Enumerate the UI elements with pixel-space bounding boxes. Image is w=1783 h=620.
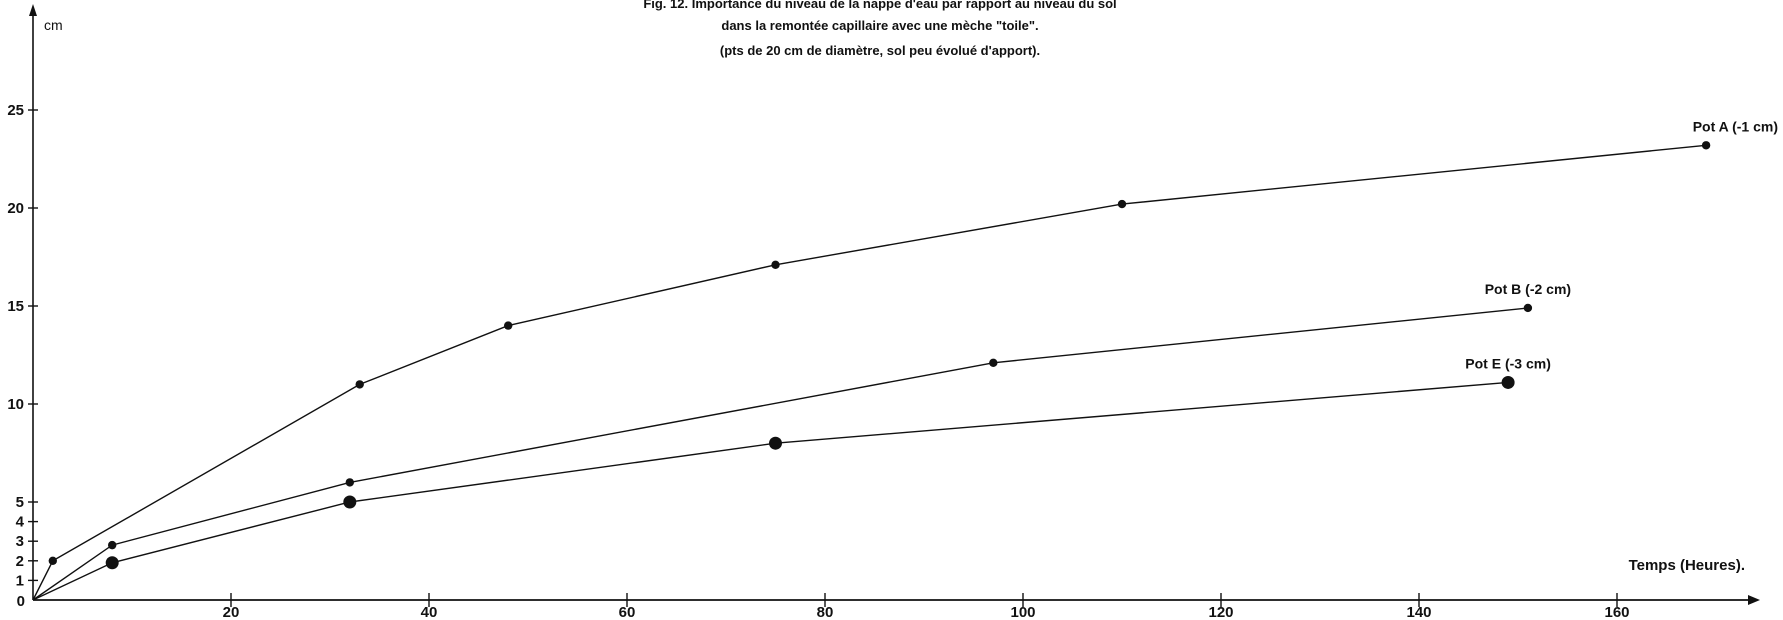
data-point (345, 478, 354, 487)
data-point (108, 540, 117, 550)
data-point (1523, 303, 1533, 313)
data-point (1701, 141, 1711, 150)
data-point (48, 556, 57, 565)
data-point (1117, 199, 1127, 209)
axes: cm Temps (Heures). 0 (17, 4, 1760, 610)
x-tick-label: 20 (223, 604, 240, 620)
origin-label: 0 (17, 593, 25, 610)
series-line (32, 381, 1509, 601)
x-tick-label: 60 (619, 604, 636, 620)
data-point (355, 380, 364, 389)
data-point (504, 321, 513, 330)
y-tick-label: 5 (16, 494, 24, 511)
data-point (989, 358, 998, 368)
y-tick-label: 3 (16, 533, 24, 550)
data-point (343, 495, 357, 509)
x-tick-label: 140 (1406, 604, 1431, 620)
y-tick-label: 2 (16, 553, 24, 570)
y-tick-label: 10 (7, 396, 24, 413)
data-point (771, 260, 780, 270)
series-label: Pot A (-1 cm) (1693, 118, 1778, 134)
series-line (32, 307, 1528, 601)
x-tick-label: 80 (817, 604, 834, 620)
title-line-3: (pts de 20 cm de diamètre, sol peu évolu… (720, 43, 1040, 58)
series-line (32, 144, 1707, 601)
x-tick-label: 160 (1604, 604, 1629, 620)
data-point (769, 436, 782, 450)
data-point (1501, 375, 1515, 389)
x-tick-label: 100 (1010, 604, 1035, 620)
chart-title: Fig. 12. Importance du niveau de la napp… (643, 0, 1116, 58)
x-ticks: 20 40 60 80 100 120 140 160 (223, 593, 1630, 620)
y-tick-label: 1 (16, 572, 24, 589)
y-ticks: 1 2 3 4 5 10 15 20 25 (7, 102, 38, 589)
y-tick-label: 25 (7, 102, 24, 119)
title-line-2: dans la remontée capillaire avec une mèc… (721, 18, 1038, 33)
x-axis-title: Temps (Heures). (1629, 557, 1745, 574)
y-tick-label: 20 (7, 200, 24, 217)
series-layer: Pot A (-1 cm) Pot B (-2 cm) Pot E (-3 cm) (32, 118, 1778, 601)
y-axis-unit-label: cm (44, 17, 63, 33)
data-point (105, 556, 119, 570)
x-tick-label: 40 (421, 604, 438, 620)
series-label: Pot B (-2 cm) (1485, 281, 1571, 297)
x-axis-arrow (1748, 595, 1760, 605)
y-tick-label: 15 (7, 298, 24, 315)
title-line-1: Fig. 12. Importance du niveau de la napp… (643, 0, 1116, 11)
y-axis-arrow (29, 4, 37, 16)
series-label: Pot E (-3 cm) (1465, 355, 1551, 371)
x-tick-label: 120 (1208, 604, 1233, 620)
y-tick-label: 4 (16, 514, 25, 531)
